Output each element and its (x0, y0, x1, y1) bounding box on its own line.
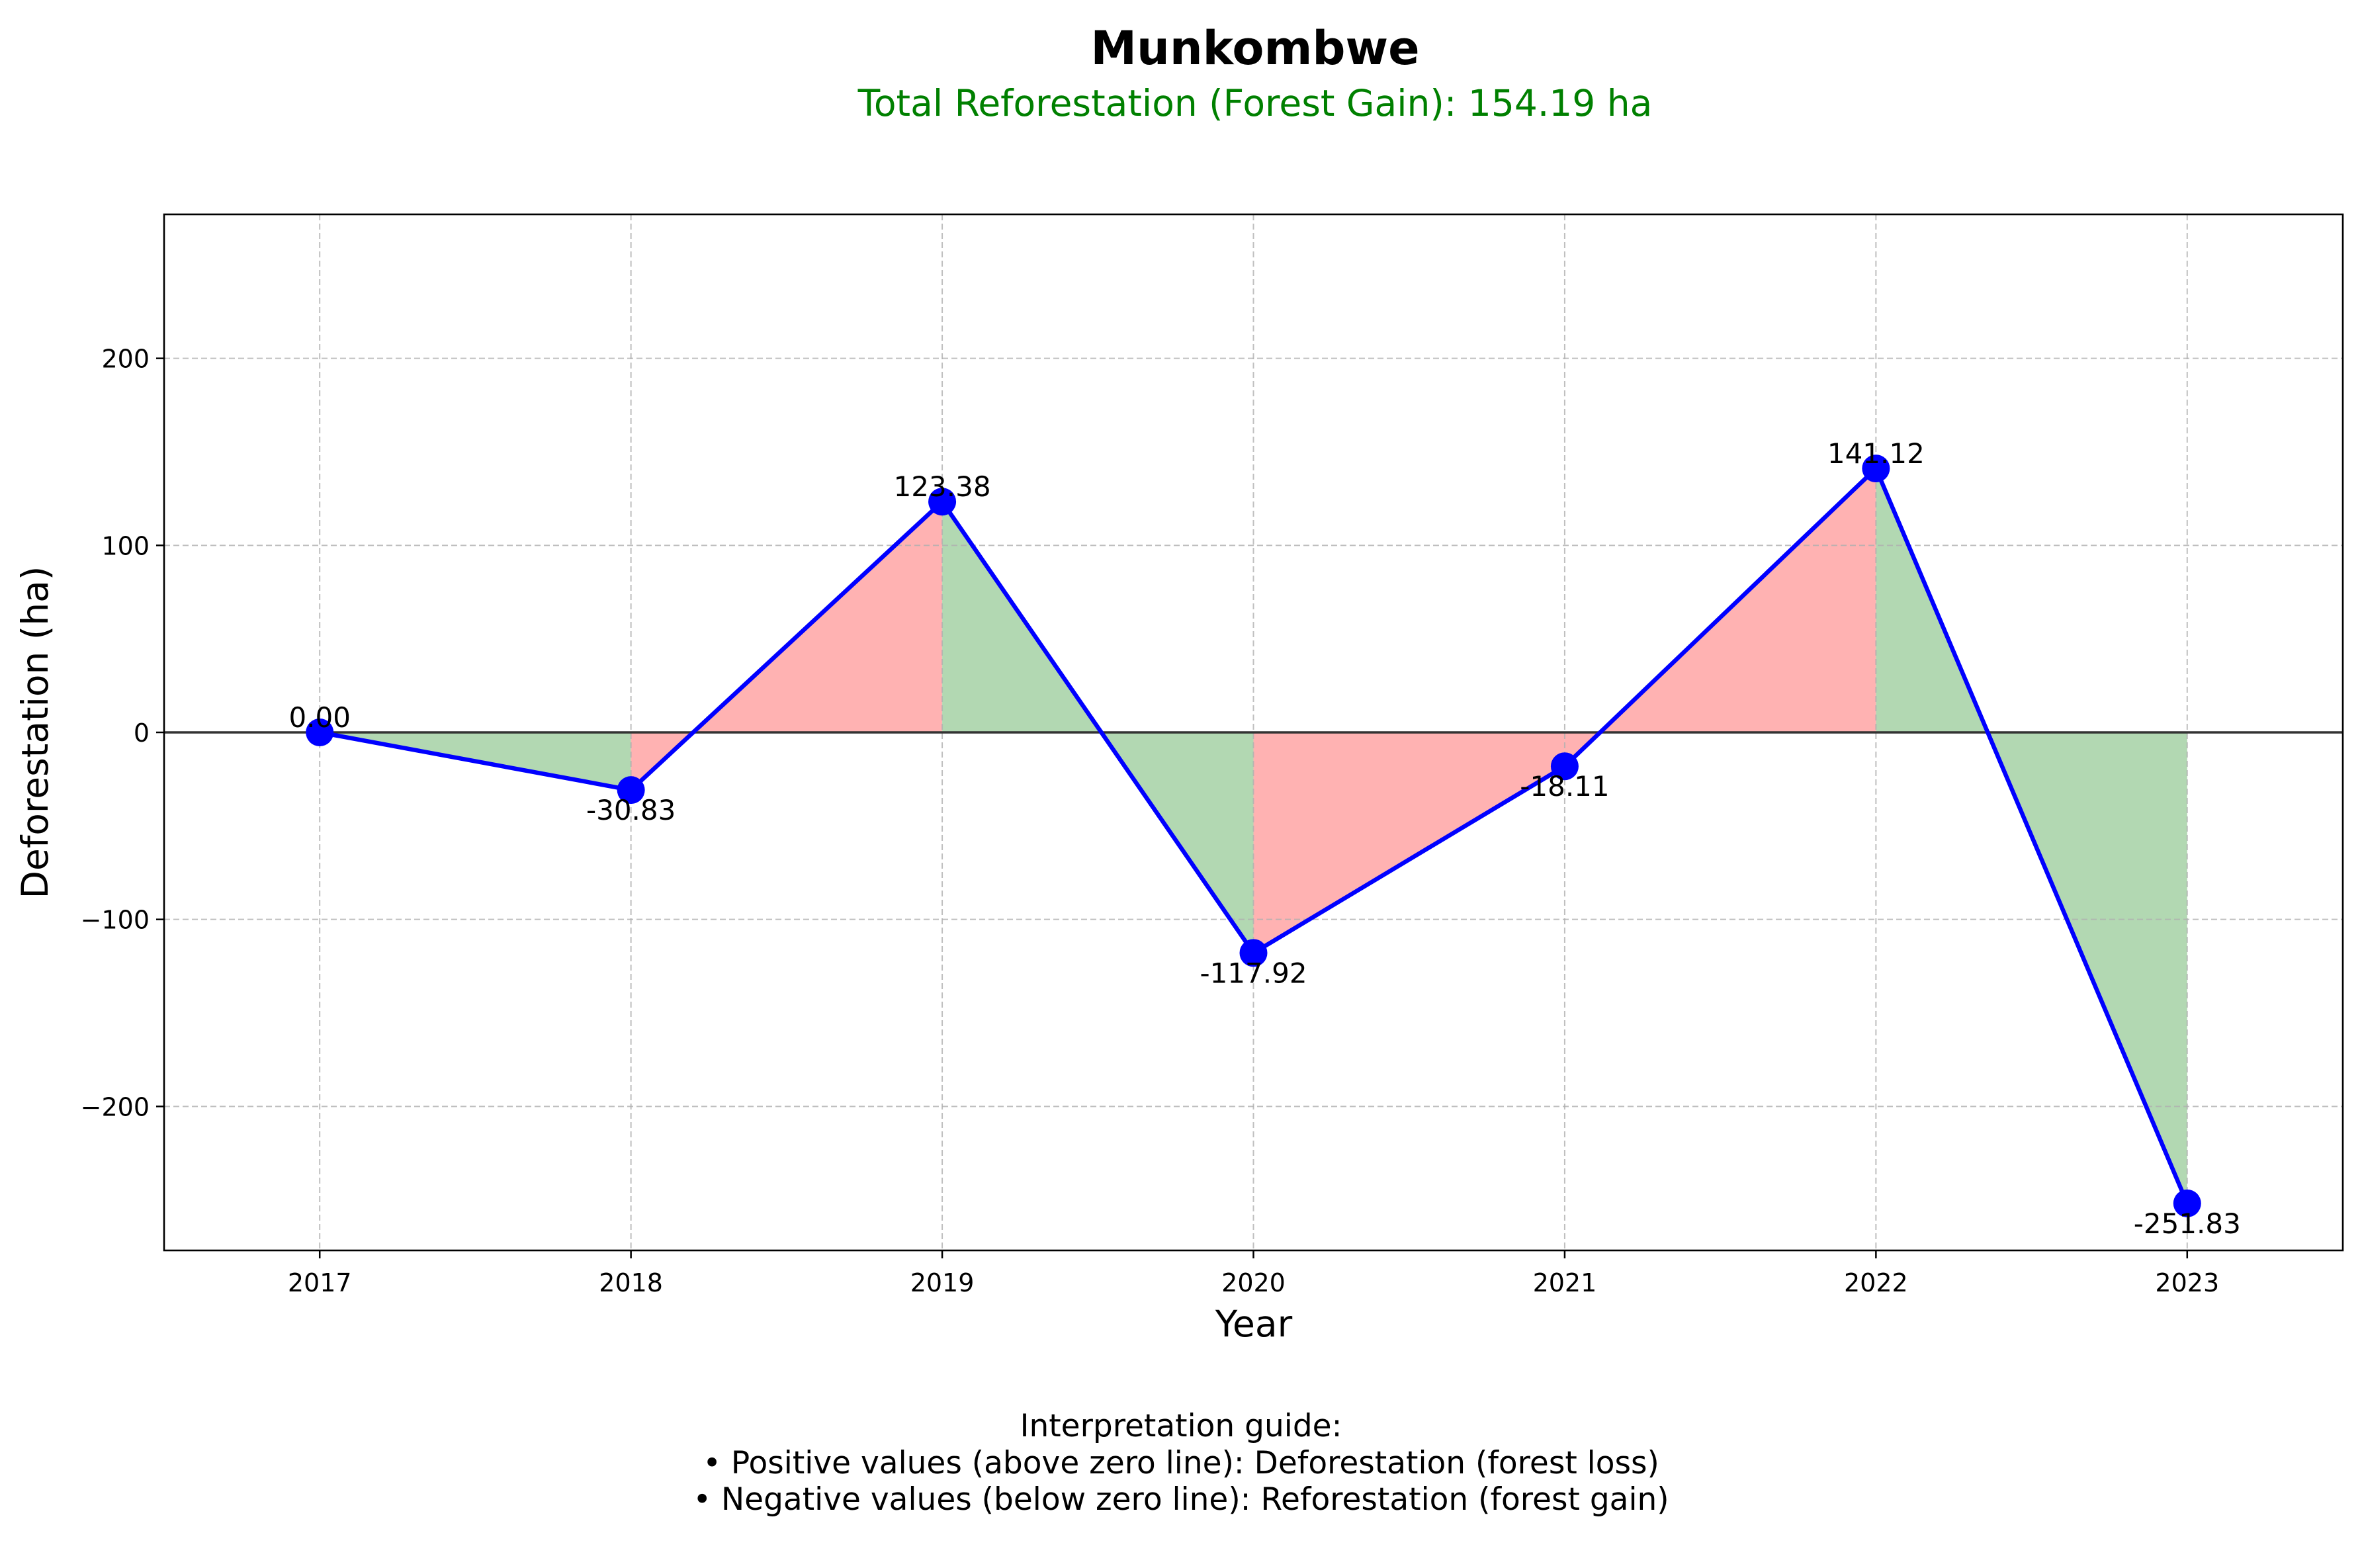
data-point-2021 (1550, 752, 1579, 781)
x-tick-label-2017: 2017 (288, 1268, 352, 1297)
interpretation-guide-negative: • Negative values (below zero line): Ref… (693, 1481, 1669, 1518)
x-tick-label-2019: 2019 (910, 1268, 975, 1297)
chart-title: Munkombwe (1090, 21, 1419, 75)
x-tick-label-2022: 2022 (1844, 1268, 1908, 1297)
data-point-2018 (617, 776, 645, 805)
interpretation-guide-positive: • Positive values (above zero line): Def… (703, 1445, 1659, 1481)
x-tick-label-2023: 2023 (2155, 1268, 2219, 1297)
data-point-2023 (2173, 1189, 2201, 1217)
data-label-2021: -18.11 (1520, 770, 1609, 803)
data-label-2019: 123.38 (894, 470, 991, 503)
data-point-2020 (1239, 939, 1268, 967)
data-label-2022: 141.12 (1827, 437, 1925, 470)
series-line-group (306, 455, 2201, 1217)
interpretation-guide-heading: Interpretation guide: (1020, 1408, 1342, 1444)
x-tick-label-2018: 2018 (599, 1268, 663, 1297)
y-tick-label-0: 0 (134, 719, 150, 748)
data-point-2017 (306, 719, 334, 746)
data-label-2017: 0.00 (288, 701, 351, 734)
data-point-2022 (1862, 455, 1890, 483)
y-axis-ticks: 200 100 0 −100 −200 (81, 345, 164, 1121)
data-labels: 0.00 -30.83 123.38 -117.92 -18.11 141.12 -251.… (288, 437, 2240, 1240)
x-axis-ticks: 2017 2018 2019 2020 2021 2022 2023 (288, 1250, 2219, 1297)
loss-fill-2020-2021 (1253, 732, 1565, 953)
data-label-2023: -251.83 (2134, 1207, 2241, 1240)
x-tick-label-2021: 2021 (1533, 1268, 1597, 1297)
y-tick-label--200: −200 (81, 1092, 150, 1121)
data-point-2019 (928, 488, 957, 516)
y-tick-label--100: −100 (81, 906, 150, 935)
x-axis-label: Year (1215, 1303, 1293, 1345)
chart-subtitle: Total Reforestation (Forest Gain): 154.1… (857, 82, 1653, 124)
y-axis-label: Deforestation (ha) (14, 566, 56, 899)
y-tick-label-200: 200 (101, 345, 150, 374)
data-label-2020: -117.92 (1200, 957, 1307, 989)
x-tick-label-2020: 2020 (1221, 1268, 1286, 1297)
data-label-2018: -30.83 (586, 794, 676, 826)
y-tick-label-100: 100 (101, 531, 150, 560)
